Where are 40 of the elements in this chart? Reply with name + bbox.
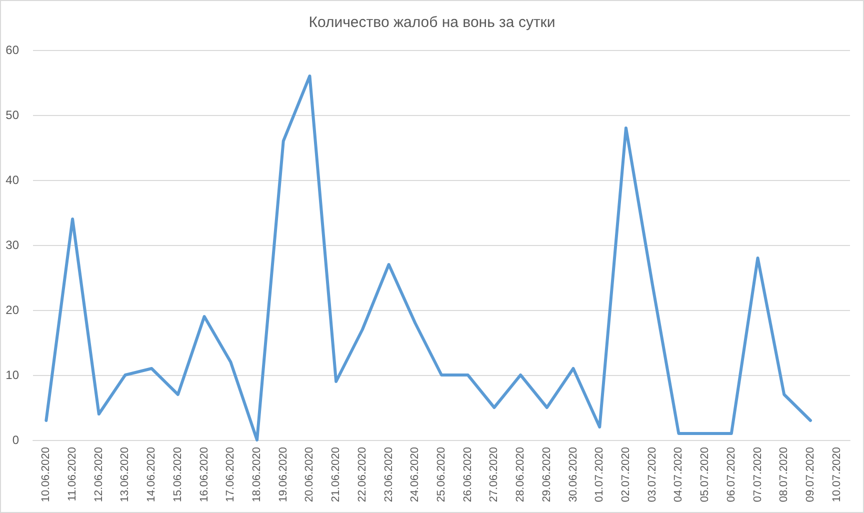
x-tick-label: 14.06.2020 (146, 447, 158, 502)
x-tick-label: 02.07.2020 (620, 447, 632, 502)
y-tick-label: 20 (6, 303, 20, 317)
x-tick-label: 05.07.2020 (699, 447, 712, 502)
line-series (44, 74, 812, 442)
y-tick-label: 40 (6, 173, 20, 187)
y-tick-label: 30 (6, 238, 20, 252)
x-tick-label: 18.06.2020 (251, 447, 264, 502)
x-tick-label: 24.06.2020 (409, 447, 422, 502)
x-tick-label: 09.07.2020 (804, 447, 816, 502)
x-tick-label: 01.07.2020 (594, 447, 606, 502)
x-tick-label: 06.07.2020 (725, 447, 738, 502)
x-tick-label: 04.07.2020 (672, 447, 685, 502)
y-tick-label: 50 (6, 108, 20, 122)
x-tick-label: 21.06.2020 (330, 447, 342, 502)
x-tick-label: 10.07.2020 (830, 447, 843, 502)
y-tick-label: 60 (6, 43, 20, 57)
x-tick-label: 07.07.2020 (752, 447, 764, 502)
x-tick-label: 29.06.2020 (540, 447, 553, 502)
chart-title: Количество жалоб на вонь за сутки (308, 14, 556, 31)
x-tick-label: 23.06.2020 (382, 447, 395, 502)
x-tick-label: 25.06.2020 (436, 447, 448, 502)
x-tick-label: 28.06.2020 (514, 447, 527, 502)
x-tick-label: 12.06.2020 (92, 447, 105, 502)
x-tick-label: 15.06.2020 (172, 447, 184, 502)
y-tick-label: 0 (12, 433, 20, 447)
x-tick-label: 26.06.2020 (462, 447, 474, 502)
x-tick-label: 22.06.2020 (356, 447, 368, 502)
x-tick-label: 20.06.2020 (304, 447, 316, 502)
x-tick-label: 13.06.2020 (119, 447, 132, 502)
x-tick-label: 03.07.2020 (646, 447, 658, 502)
x-tick-label: 19.06.2020 (277, 447, 290, 502)
x-tick-label: 11.06.2020 (66, 447, 79, 502)
x-tick-label: 16.06.2020 (198, 447, 210, 502)
x-tick-label: 30.06.2020 (567, 447, 580, 502)
x-tick-label: 27.06.2020 (488, 447, 500, 502)
y-tick-label: 10 (6, 368, 20, 382)
x-tick-label: 08.07.2020 (778, 447, 790, 502)
x-tick-label: 17.06.2020 (224, 447, 237, 502)
x-tick-label: 10.06.2020 (40, 447, 52, 502)
